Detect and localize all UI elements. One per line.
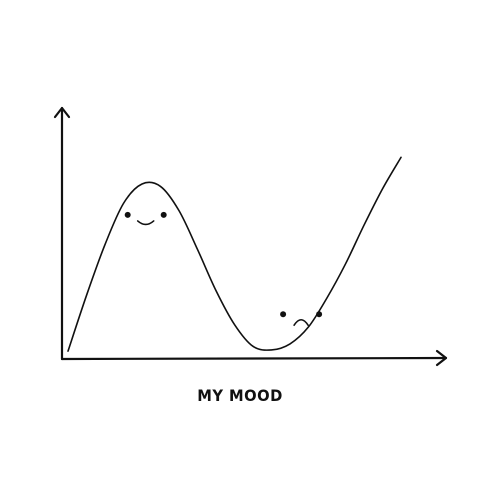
x-axis [60, 356, 448, 361]
happy-face-icon [124, 211, 167, 226]
left-eye [124, 211, 131, 218]
left-eye [280, 311, 287, 318]
faces-layer [124, 211, 323, 327]
right-eye [160, 211, 167, 218]
series-layer [67, 156, 402, 352]
mouth [293, 318, 309, 327]
sad-face-icon [280, 311, 323, 327]
right-eye [316, 311, 323, 318]
axes [53, 106, 448, 367]
x-axis-arrowhead [435, 349, 448, 367]
mood-curve-series-1 [67, 156, 402, 352]
y-axis-arrowhead [53, 106, 71, 119]
x-axis-label: MY MOOD [197, 386, 283, 405]
mouth [136, 220, 155, 226]
